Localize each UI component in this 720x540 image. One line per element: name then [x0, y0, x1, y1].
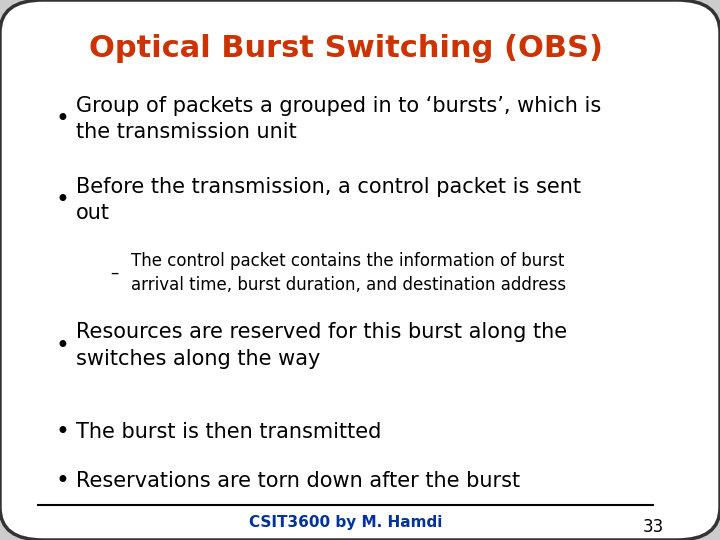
Text: Before the transmission, a control packet is sent
out: Before the transmission, a control packe…	[76, 177, 581, 223]
Text: 33: 33	[642, 517, 664, 536]
Text: The control packet contains the information of burst
arrival time, burst duratio: The control packet contains the informat…	[131, 252, 567, 294]
Text: •: •	[55, 107, 69, 131]
Text: Reservations are torn down after the burst: Reservations are torn down after the bur…	[76, 470, 520, 491]
Text: Resources are reserved for this burst along the
switches along the way: Resources are reserved for this burst al…	[76, 322, 567, 369]
Text: Group of packets a grouped in to ‘bursts’, which is
the transmission unit: Group of packets a grouped in to ‘bursts…	[76, 96, 601, 142]
Text: •: •	[55, 469, 69, 492]
Text: •: •	[55, 420, 69, 444]
Text: CSIT3600 by M. Hamdi: CSIT3600 by M. Hamdi	[249, 515, 442, 530]
Text: •: •	[55, 334, 69, 357]
Text: The burst is then transmitted: The burst is then transmitted	[76, 422, 382, 442]
Text: –: –	[111, 264, 119, 282]
Text: •: •	[55, 188, 69, 212]
Text: Optical Burst Switching (OBS): Optical Burst Switching (OBS)	[89, 34, 603, 63]
